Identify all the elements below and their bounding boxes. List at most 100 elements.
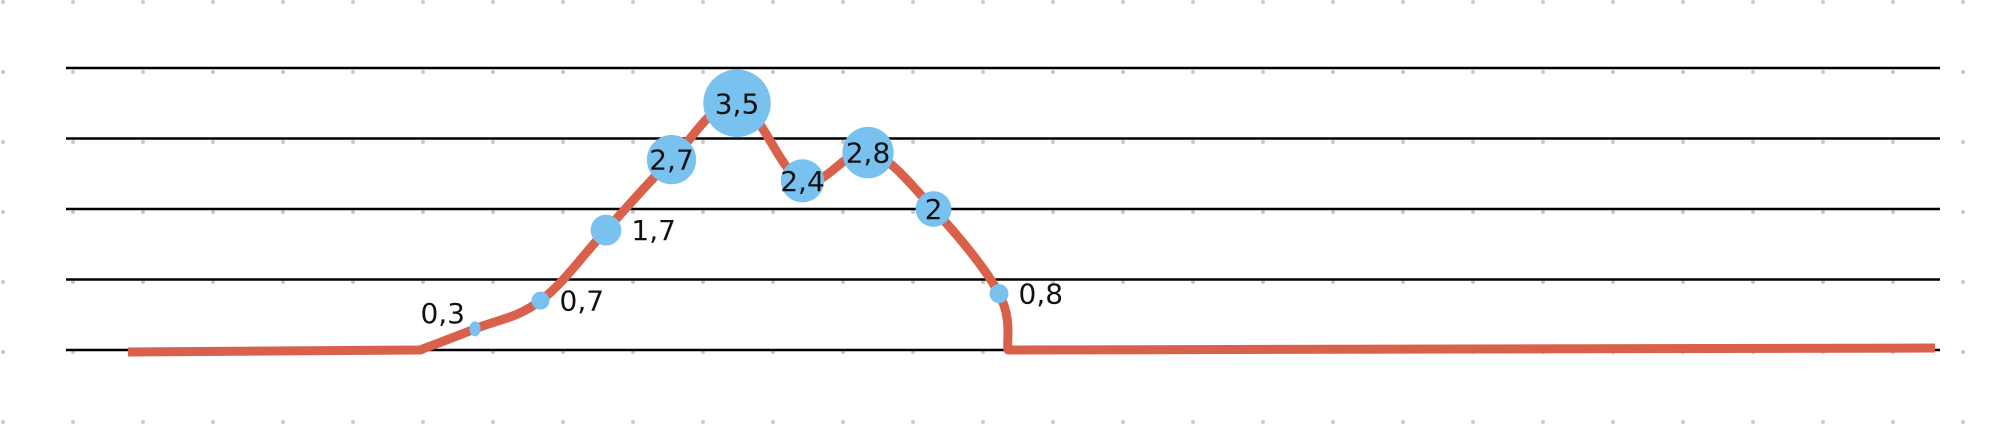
- background-dot: [1681, 210, 1685, 214]
- background-dot: [1471, 0, 1475, 4]
- background-dot: [1891, 210, 1895, 214]
- background-dot: [1331, 420, 1335, 424]
- background-dot: [701, 70, 705, 74]
- data-label: 2,4: [780, 165, 825, 198]
- background-dot: [1121, 420, 1125, 424]
- data-point: [915, 191, 952, 227]
- background-dot: [1541, 70, 1545, 74]
- background-dot: [1261, 420, 1265, 424]
- background-dot: [491, 420, 495, 424]
- background-dot: [281, 140, 285, 144]
- data-label-layer: 0,3 0,7 1,7 2,7 3,5 2,4 2,8 2 0,8: [420, 87, 1063, 330]
- background-dot: [1121, 70, 1125, 74]
- background-dot: [141, 140, 145, 144]
- background-dot: [1, 210, 5, 214]
- background-dot: [1541, 280, 1545, 284]
- background-dot: [1191, 140, 1195, 144]
- background-dot: [1611, 210, 1615, 214]
- background-dot: [351, 140, 355, 144]
- background-dot: [1331, 210, 1335, 214]
- background-dot: [1401, 70, 1405, 74]
- background-dot: [701, 420, 705, 424]
- background-dot: [1961, 350, 1965, 354]
- background-dot: [421, 0, 425, 4]
- background-dot: [1891, 0, 1895, 4]
- background-dot: [1471, 210, 1475, 214]
- background-dot: [631, 140, 635, 144]
- background-dot: [1891, 140, 1895, 144]
- background-dot: [841, 70, 845, 74]
- background-dot: [491, 210, 495, 214]
- data-point: [590, 214, 622, 246]
- data-point: [842, 126, 894, 179]
- background-dot: [351, 70, 355, 74]
- background-dot: [141, 420, 145, 424]
- background-dot: [1821, 420, 1825, 424]
- background-dot: [1051, 70, 1055, 74]
- background-dot: [1051, 0, 1055, 4]
- background-dot: [561, 420, 565, 424]
- background-dot: [701, 210, 705, 214]
- background-dot: [1401, 0, 1405, 4]
- background-dot: [1611, 70, 1615, 74]
- background-dot: [1051, 210, 1055, 214]
- background-dot: [561, 70, 565, 74]
- background-dot: [281, 420, 285, 424]
- background-dot: [981, 70, 985, 74]
- background-dot: [561, 0, 565, 4]
- data-label: 2,8: [846, 137, 891, 170]
- background-dot: [71, 70, 75, 74]
- background-dot: [1331, 280, 1335, 284]
- background-dot: [1051, 140, 1055, 144]
- background-dot: [1541, 140, 1545, 144]
- background-dot: [421, 140, 425, 144]
- background-dot: [1, 0, 5, 4]
- background-dot: [351, 210, 355, 214]
- background-dot: [281, 210, 285, 214]
- background-dot: [1751, 140, 1755, 144]
- background-dot: [1681, 70, 1685, 74]
- background-dot: [1961, 0, 1965, 4]
- background-dot: [1191, 210, 1195, 214]
- background-dot: [1331, 140, 1335, 144]
- background-dot: [701, 140, 705, 144]
- background-dot: [211, 420, 215, 424]
- data-point: [703, 69, 771, 137]
- background-dot: [1961, 280, 1965, 284]
- background-dot: [1261, 0, 1265, 4]
- series-line-layer: [127, 98, 1936, 357]
- background-dot: [211, 210, 215, 214]
- background-dot: [421, 420, 425, 424]
- background-dot: [421, 70, 425, 74]
- data-label: 2: [925, 193, 943, 226]
- background-dot: [1471, 70, 1475, 74]
- background-dot: [631, 0, 635, 4]
- background-dot: [421, 210, 425, 214]
- background-dot: [1401, 420, 1405, 424]
- background-dot: [1821, 0, 1825, 4]
- background-dot: [1541, 0, 1545, 4]
- data-point-layer: [469, 69, 1009, 337]
- data-point: [780, 159, 825, 203]
- background-dot: [631, 70, 635, 74]
- background-dot: [141, 210, 145, 214]
- background-dot: [1681, 0, 1685, 4]
- background-dot: [1401, 140, 1405, 144]
- background-dot: [1961, 140, 1965, 144]
- background-dot: [211, 280, 215, 284]
- background-dot: [1261, 140, 1265, 144]
- background-dot: [911, 280, 915, 284]
- background-dot: [1121, 280, 1125, 284]
- background-dot: [771, 70, 775, 74]
- data-label: 0,7: [560, 285, 605, 318]
- background-dot: [351, 0, 355, 4]
- background-dot: [1751, 210, 1755, 214]
- background-dot: [1541, 210, 1545, 214]
- background-dot: [841, 280, 845, 284]
- background-dot: [1891, 420, 1895, 424]
- background-dot: [211, 140, 215, 144]
- background-dot: [561, 210, 565, 214]
- background-dot: [71, 420, 75, 424]
- background-dot: [701, 0, 705, 4]
- background-dot: [771, 0, 775, 4]
